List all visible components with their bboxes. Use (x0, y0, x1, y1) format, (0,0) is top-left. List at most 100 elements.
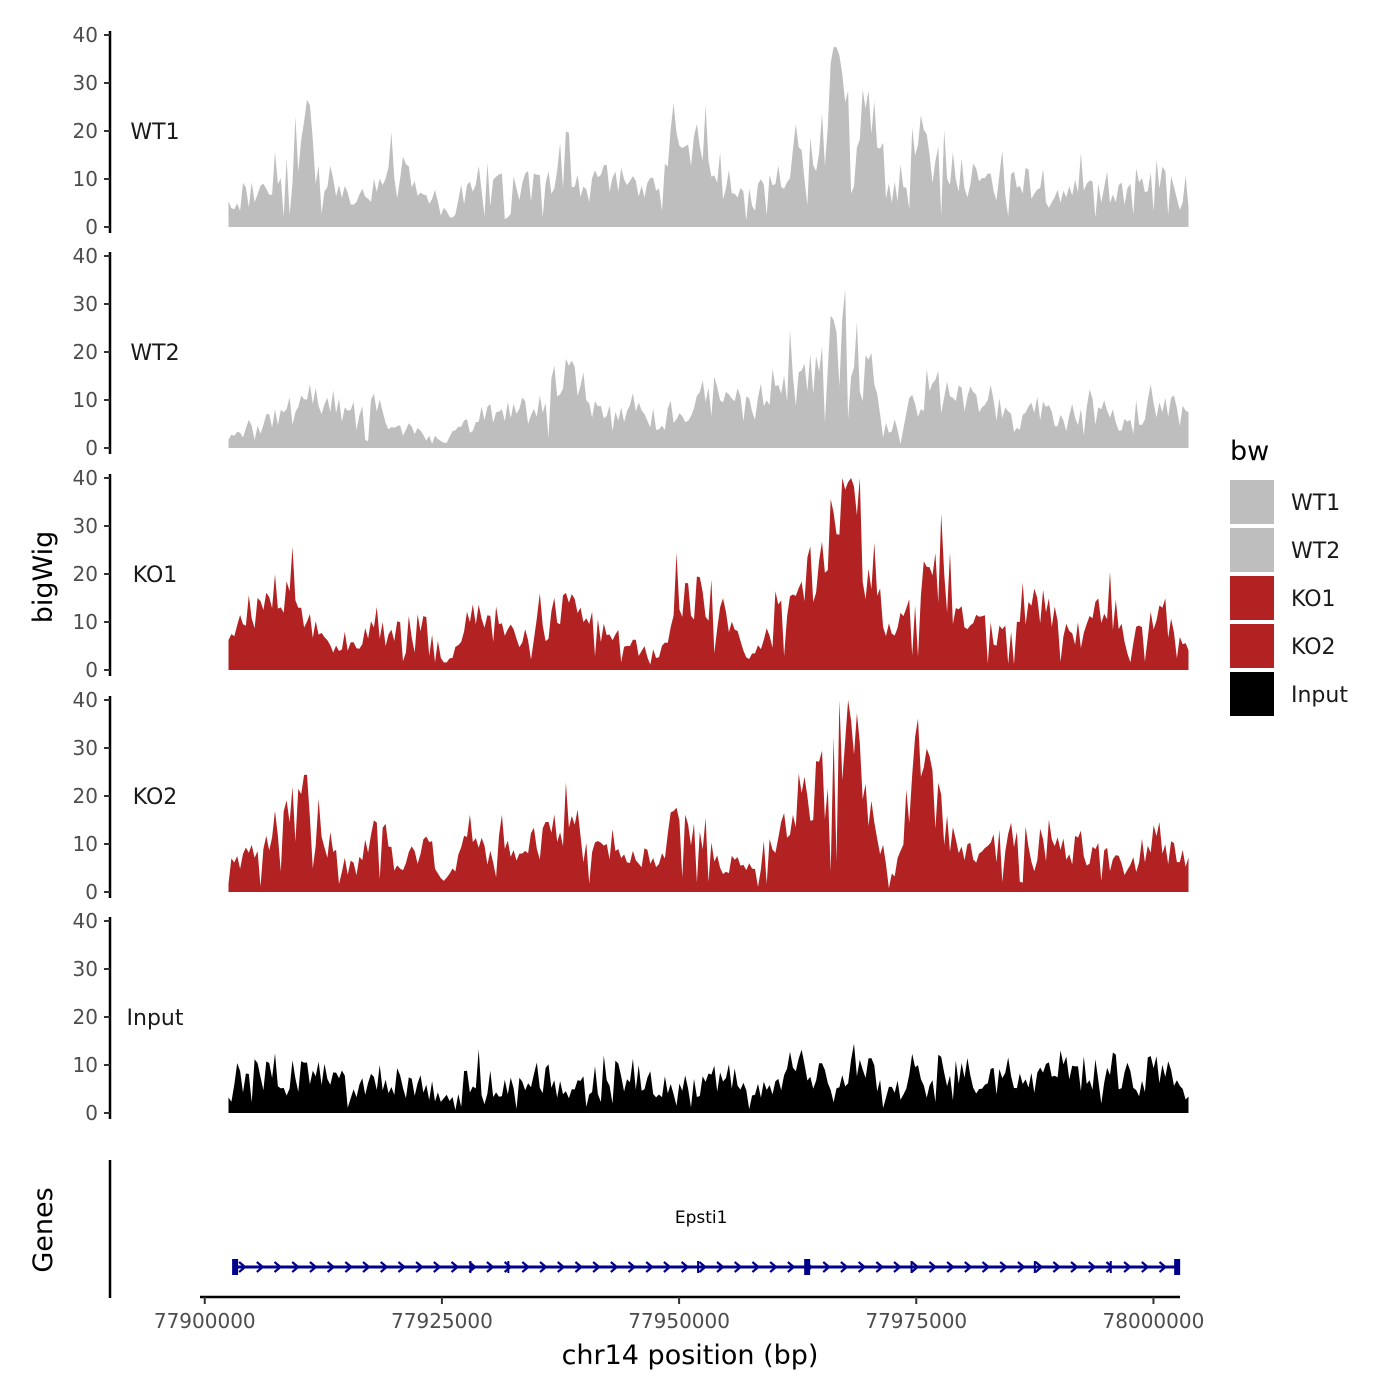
strand-arrow (999, 1261, 1008, 1273)
gene-exon (232, 1259, 239, 1275)
track-input: 0 10 20 30 40 Input (73, 909, 1189, 1125)
track-wt2: 0 10 20 30 40 WT2 (73, 244, 1189, 460)
strand-arrow (486, 1261, 495, 1273)
y-tick-label: 10 (73, 832, 98, 856)
y-tick-label: 10 (73, 167, 98, 191)
strand-arrow (769, 1261, 778, 1273)
strand-arrow (875, 1261, 885, 1273)
track-wt1: 0 10 20 30 40 WT1 (73, 23, 1189, 239)
track-label: KO1 (133, 563, 178, 588)
strand-arrow (804, 1261, 814, 1273)
track-label: WT1 (130, 120, 179, 145)
strand-arrow (981, 1261, 991, 1273)
y-tick-label: 30 (73, 292, 98, 316)
strand-arrow (787, 1261, 796, 1273)
signal-area-wt2 (228, 289, 1189, 448)
strand-arrow (433, 1261, 442, 1273)
strand-arrow (645, 1261, 654, 1273)
strand-arrow (857, 1261, 867, 1273)
strand-arrow (291, 1261, 300, 1273)
strand-arrow (362, 1261, 371, 1273)
x-tick-label: 77950000 (628, 1309, 730, 1333)
strand-arrow (1017, 1261, 1026, 1273)
strand-arrow (397, 1261, 407, 1273)
strand-arrow (733, 1261, 743, 1273)
strand-arrow (539, 1261, 548, 1273)
x-tick-label: 77900000 (154, 1309, 256, 1333)
legend-label-wt2: WT2 (1291, 539, 1340, 564)
y-tick-label: 0 (85, 658, 98, 682)
strand-arrow (1141, 1261, 1150, 1273)
strand-arrow (592, 1261, 601, 1273)
legend-label-ko1: KO1 (1291, 587, 1336, 612)
x-axis: 77900000 77925000 77950000 77975000 78000000 (154, 1295, 1205, 1333)
legend-label-wt1: WT1 (1291, 491, 1340, 516)
strand-arrow (556, 1261, 566, 1273)
legend-key-ko1 (1230, 576, 1274, 620)
y-tick-label: 10 (73, 610, 98, 634)
strand-arrow (751, 1261, 761, 1273)
strand-arrow (946, 1261, 955, 1273)
track-label: KO2 (133, 785, 178, 810)
gene-panel: Epsti1 (108, 1160, 1181, 1298)
strand-arrow (663, 1261, 672, 1273)
genes-axis-title: Genes (28, 1187, 59, 1272)
y-tick-label: 30 (73, 957, 98, 981)
y-tick-label: 10 (73, 388, 98, 412)
legend-key-wt2 (1230, 528, 1274, 572)
y-tick-label: 20 (73, 119, 98, 143)
legend-key-wt1 (1230, 480, 1274, 524)
strand-arrow (716, 1261, 725, 1273)
y-tick-label: 20 (73, 784, 98, 808)
y-tick-label: 0 (85, 215, 98, 239)
signal-tracks: 0 10 20 30 40 WT1 0 10 20 30 40 WT2 0 10 20 30 40 KO1 0 10 2… (73, 23, 1189, 1125)
y-tick-label: 40 (73, 244, 98, 268)
strand-arrow (521, 1261, 531, 1273)
strand-arrow (610, 1261, 619, 1273)
y-tick-label: 10 (73, 1053, 98, 1077)
y-tick-label: 0 (85, 1101, 98, 1125)
gene-exon (910, 1261, 913, 1273)
gene-exon (804, 1259, 811, 1275)
legend-title: bw (1230, 436, 1269, 467)
strand-arrow (928, 1261, 938, 1273)
signal-area-wt1 (228, 47, 1189, 227)
strand-arrow (627, 1261, 637, 1273)
y-tick-label: 40 (73, 466, 98, 490)
y-tick-label: 40 (73, 688, 98, 712)
y-tick-label: 0 (85, 880, 98, 904)
y-tick-label: 40 (73, 23, 98, 47)
y-tick-label: 30 (73, 514, 98, 538)
strand-arrow (574, 1261, 584, 1273)
legend-key-ko2 (1230, 624, 1274, 668)
strand-arrow (1087, 1261, 1097, 1273)
legend-label-ko2: KO2 (1291, 635, 1336, 660)
x-tick-label: 77925000 (391, 1309, 493, 1333)
strand-arrow (698, 1261, 708, 1273)
gene-exon (1174, 1259, 1181, 1275)
signal-area-ko2 (228, 700, 1189, 892)
strand-arrow (238, 1261, 247, 1273)
y-tick-label: 20 (73, 1005, 98, 1029)
y-tick-label: 40 (73, 909, 98, 933)
x-tick-label: 78000000 (1103, 1309, 1205, 1333)
gene-exon (469, 1261, 472, 1273)
legend: bw WT1 WT2 KO1 KO2 Input (1230, 436, 1348, 716)
y-tick-label: 30 (73, 736, 98, 760)
strand-arrow (468, 1261, 477, 1273)
strand-arrow (1052, 1261, 1062, 1273)
signal-area-input (228, 1043, 1189, 1113)
strand-arrow (1070, 1261, 1079, 1273)
signal-area-ko1 (228, 478, 1189, 670)
y-tick-label: 20 (73, 562, 98, 586)
gene-exon (1033, 1261, 1036, 1273)
strand-arrow (893, 1261, 902, 1273)
legend-key-input (1230, 672, 1274, 716)
strand-arrow (822, 1261, 831, 1273)
strand-arrow (1105, 1261, 1115, 1273)
gene-label: Epsti1 (675, 1208, 728, 1228)
legend-label-input: Input (1291, 683, 1348, 708)
strand-arrow (273, 1261, 283, 1273)
y-tick-label: 30 (73, 71, 98, 95)
